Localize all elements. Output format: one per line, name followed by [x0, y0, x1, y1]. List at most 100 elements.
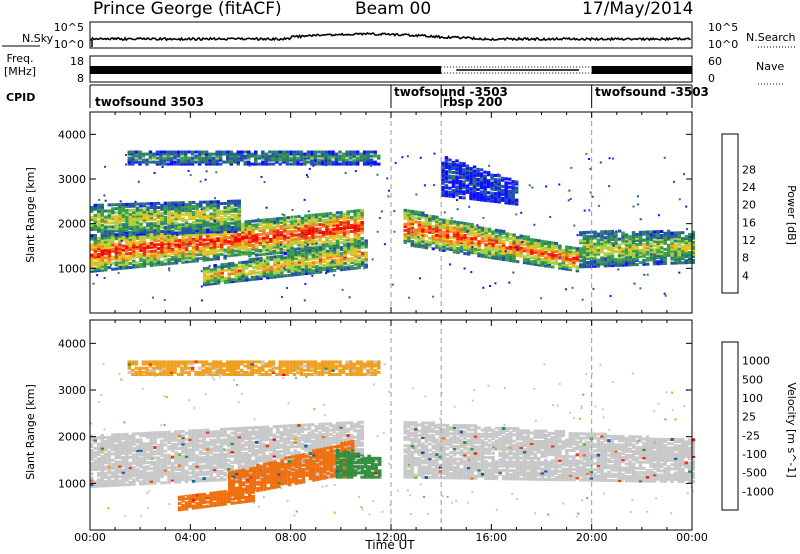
power-cell — [173, 156, 177, 160]
power-cell — [610, 260, 615, 264]
power-cell — [272, 245, 277, 249]
power-cell — [153, 257, 157, 261]
power-cell — [301, 254, 305, 258]
power-cell — [202, 244, 206, 248]
velocity-cell — [212, 466, 217, 469]
power-cell — [251, 237, 255, 241]
power-cell — [512, 259, 516, 263]
power-cell — [111, 227, 115, 231]
velocity-cell — [191, 435, 196, 439]
velocity-cell — [107, 442, 112, 446]
power-cell — [421, 245, 425, 249]
power-cell — [617, 237, 622, 241]
power-cell — [681, 257, 685, 261]
power-scatter-cell — [571, 286, 574, 289]
power-cell — [352, 154, 356, 158]
velocity-cell — [104, 475, 108, 479]
power-cell — [234, 273, 238, 277]
power-cell — [353, 237, 357, 241]
power-cell — [297, 219, 301, 223]
velocity-cell — [111, 465, 115, 468]
power-cell — [104, 260, 108, 264]
power-cell — [600, 262, 604, 266]
power-cell — [285, 150, 290, 154]
power-cell — [318, 260, 323, 264]
power-cell — [153, 226, 157, 230]
power-cell — [227, 222, 231, 225]
power-cell — [458, 167, 463, 171]
power-cell — [184, 242, 189, 246]
power-cell — [174, 225, 178, 229]
power-cell — [230, 229, 234, 233]
power-cell — [276, 271, 281, 275]
power-cell — [293, 219, 298, 223]
power-cell — [272, 219, 277, 223]
power-cell — [617, 249, 622, 253]
power-cell — [322, 246, 326, 249]
power-cell — [201, 160, 205, 164]
power-cell — [304, 246, 308, 250]
power-cell — [146, 222, 150, 226]
power-cell — [353, 223, 357, 227]
power-cell — [451, 185, 456, 189]
power-cell — [170, 241, 175, 245]
power-cell — [353, 215, 357, 219]
velocity-cell — [135, 444, 140, 448]
power-cell — [428, 214, 432, 218]
power-cell — [252, 275, 256, 279]
velocity-cell — [202, 472, 206, 476]
power-cell — [472, 183, 477, 187]
velocity-cell — [205, 447, 210, 451]
velocity-cell — [181, 478, 185, 482]
power-cell — [243, 162, 247, 166]
power-cell — [111, 235, 115, 239]
power-scatter-cell — [433, 184, 436, 187]
power-cell — [346, 238, 350, 242]
velocity-cell — [160, 445, 164, 449]
power-cell — [466, 244, 471, 248]
power-cell — [353, 235, 357, 239]
power-cell — [262, 240, 266, 244]
power-cell — [132, 251, 136, 255]
power-cell — [121, 231, 126, 235]
power-cell — [479, 186, 484, 190]
power-cell — [551, 255, 555, 259]
power-cell — [635, 263, 639, 267]
power-cell — [301, 272, 305, 276]
power-cell — [537, 249, 541, 253]
power-cell — [306, 152, 311, 156]
power-cell — [442, 238, 446, 242]
velocity-cell — [125, 466, 129, 470]
power-cell — [325, 267, 330, 271]
power-cell — [311, 215, 315, 219]
power-cell — [177, 239, 182, 242]
power-cell — [159, 160, 163, 164]
power-cell — [287, 255, 291, 259]
power-cell — [635, 247, 639, 250]
power-scatter-cell — [512, 271, 515, 274]
power-cell — [240, 154, 244, 158]
power-cell — [118, 236, 122, 240]
velocity-cell — [188, 456, 192, 460]
power-cell — [276, 241, 280, 245]
power-cell — [479, 190, 484, 194]
power-cell — [125, 246, 129, 250]
power-scatter-cell — [423, 184, 426, 187]
power-cell — [159, 158, 163, 162]
power-cell — [681, 239, 685, 243]
power-cell — [621, 263, 625, 267]
power-cell — [244, 246, 248, 250]
power-cell — [212, 249, 217, 253]
power-cell — [332, 235, 336, 239]
velocity-cell — [128, 483, 133, 486]
power-cell — [452, 232, 457, 236]
velocity-cell — [128, 472, 133, 476]
power-cell — [417, 223, 422, 226]
power-cell — [163, 238, 168, 242]
power-cell — [476, 194, 480, 197]
power-scatter-cell — [299, 234, 302, 237]
power-cell — [441, 163, 445, 167]
power-cell — [195, 222, 199, 226]
velocity-cell — [104, 457, 108, 460]
power-cell — [138, 154, 142, 158]
